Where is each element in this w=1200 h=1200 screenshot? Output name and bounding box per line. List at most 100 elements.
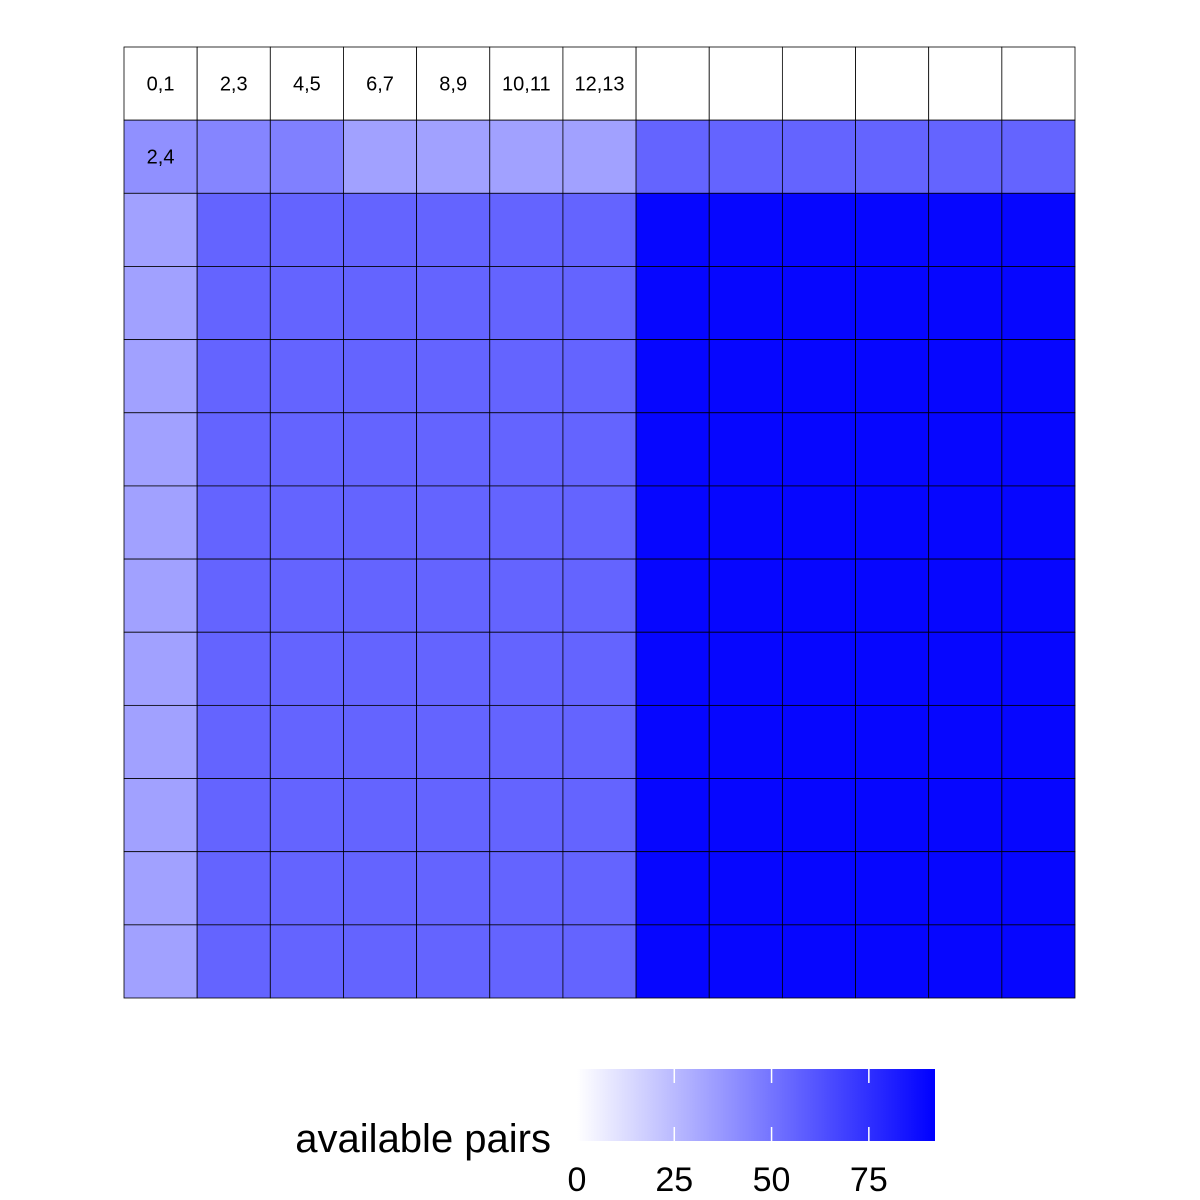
heatmap-cell-r10-c10	[855, 778, 930, 853]
heatmap-cell-r7-c1	[196, 558, 271, 633]
heatmap-cell-r2-c8	[708, 192, 783, 267]
heatmap-cell-r12-c6	[562, 924, 637, 999]
heatmap-cell-r1-c6	[562, 119, 637, 194]
heatmap-cell-r6-c12	[1001, 485, 1076, 560]
heatmap-cell-r5-c0	[123, 412, 198, 487]
heatmap-cell-r6-c2	[269, 485, 344, 560]
heatmap-cell-r7-c0	[123, 558, 198, 633]
heatmap-cell-r4-c9	[781, 339, 856, 414]
heatmap-cell-r9-c11	[928, 704, 1003, 779]
heatmap-cell-r11-c6	[562, 851, 637, 926]
heatmap-cell-r5-c4	[416, 412, 491, 487]
heatmap-cell-r12-c0	[123, 924, 198, 999]
heatmap-cell-r7-c3	[343, 558, 418, 633]
heatmap-cell-r1-c11	[928, 119, 1003, 194]
heatmap-cell-r11-c4	[416, 851, 491, 926]
heatmap-cell-r11-c11	[928, 851, 1003, 926]
heatmap-cell-r4-c0	[123, 339, 198, 414]
heatmap-cell-r6-c7	[635, 485, 710, 560]
heatmap-cell-r7-c11	[928, 558, 1003, 633]
heatmap-cell-r1-c10	[855, 119, 930, 194]
heatmap-cell-r4-c4	[416, 339, 491, 414]
heatmap-cell-r9-c12	[1001, 704, 1076, 779]
heatmap-cell-r5-c6	[562, 412, 637, 487]
heatmap-cell-r8-c5	[489, 631, 564, 706]
heatmap-cell-r4-c11	[928, 339, 1003, 414]
heatmap-cell-r2-c4	[416, 192, 491, 267]
heatmap-cell-r6-c6	[562, 485, 637, 560]
heatmap-cells	[123, 46, 1076, 999]
heatmap-cell-r0-c12	[1001, 46, 1076, 121]
heatmap-cell-r8-c7	[635, 631, 710, 706]
heatmap-cell-r0-c1	[196, 46, 271, 121]
heatmap-cell-r6-c9	[781, 485, 856, 560]
heatmap-cell-r9-c10	[855, 704, 930, 779]
heatmap-cell-r12-c4	[416, 924, 491, 999]
legend: available pairs 0 25 50 75	[295, 1069, 935, 1199]
heatmap-cell-r6-c10	[855, 485, 930, 560]
heatmap-cell-r11-c1	[196, 851, 271, 926]
header-label-6: 12,13	[574, 74, 624, 96]
heatmap-cell-r3-c6	[562, 266, 637, 341]
heatmap-cell-r4-c1	[196, 339, 271, 414]
heatmap-cell-r4-c12	[1001, 339, 1076, 414]
heatmap-cell-r11-c12	[1001, 851, 1076, 926]
heatmap-cell-r1-c7	[635, 119, 710, 194]
heatmap-cell-r2-c3	[343, 192, 418, 267]
heatmap-cell-r10-c7	[635, 778, 710, 853]
heatmap-cell-r12-c1	[196, 924, 271, 999]
heatmap-cell-r11-c7	[635, 851, 710, 926]
heatmap-cell-r2-c7	[635, 192, 710, 267]
heatmap-cell-r5-c11	[928, 412, 1003, 487]
heatmap-cell-r3-c9	[781, 266, 856, 341]
heatmap-cell-r12-c2	[269, 924, 344, 999]
heatmap-cell-r10-c12	[1001, 778, 1076, 853]
heatmap-cell-r5-c2	[269, 412, 344, 487]
heatmap-cell-r6-c1	[196, 485, 271, 560]
heatmap-cell-r8-c1	[196, 631, 271, 706]
heatmap-cell-r1-c2	[269, 119, 344, 194]
heatmap-cell-r3-c8	[708, 266, 783, 341]
header-label-1: 2,3	[220, 74, 248, 96]
heatmap-cell-r10-c6	[562, 778, 637, 853]
heatmap-cell-r7-c4	[416, 558, 491, 633]
heatmap-cell-r10-c3	[343, 778, 418, 853]
heatmap-cell-r5-c1	[196, 412, 271, 487]
heatmap-cell-r9-c8	[708, 704, 783, 779]
heatmap-cell-r2-c0	[123, 192, 198, 267]
heatmap-cell-r10-c5	[489, 778, 564, 853]
legend-title: available pairs	[295, 1117, 551, 1161]
heatmap-cell-r9-c9	[781, 704, 856, 779]
heatmap-cell-r4-c3	[343, 339, 418, 414]
heatmap-cell-r0-c7	[635, 46, 710, 121]
heatmap-cell-r7-c9	[781, 558, 856, 633]
heatmap-cell-r12-c12	[1001, 924, 1076, 999]
heatmap-cell-r1-c9	[781, 119, 856, 194]
heatmap-cell-r10-c4	[416, 778, 491, 853]
legend-tick-label-1: 25	[655, 1161, 693, 1199]
heatmap-cell-r2-c6	[562, 192, 637, 267]
heatmap-cell-r8-c0	[123, 631, 198, 706]
heatmap-cell-r11-c3	[343, 851, 418, 926]
heatmap-cell-r3-c10	[855, 266, 930, 341]
heatmap-cell-r5-c10	[855, 412, 930, 487]
heatmap-cell-r9-c0	[123, 704, 198, 779]
heatmap-cell-r10-c2	[269, 778, 344, 853]
heatmap-cell-r11-c2	[269, 851, 344, 926]
heatmap-cell-r1-c5	[489, 119, 564, 194]
heatmap-cell-r8-c11	[928, 631, 1003, 706]
legend-colorbar	[577, 1069, 935, 1141]
header-label-0: 0,1	[147, 74, 175, 96]
heatmap-cell-r2-c9	[781, 192, 856, 267]
heatmap-cell-r11-c0	[123, 851, 198, 926]
heatmap-cell-r3-c3	[343, 266, 418, 341]
heatmap-cell-r4-c5	[489, 339, 564, 414]
heatmap-cell-r0-c9	[781, 46, 856, 121]
heatmap-cell-r12-c11	[928, 924, 1003, 999]
heatmap-cell-r1-c1	[196, 119, 271, 194]
heatmap-cell-r2-c11	[928, 192, 1003, 267]
heatmap-cell-r4-c7	[635, 339, 710, 414]
heatmap-cell-r11-c8	[708, 851, 783, 926]
heatmap-cell-r3-c2	[269, 266, 344, 341]
